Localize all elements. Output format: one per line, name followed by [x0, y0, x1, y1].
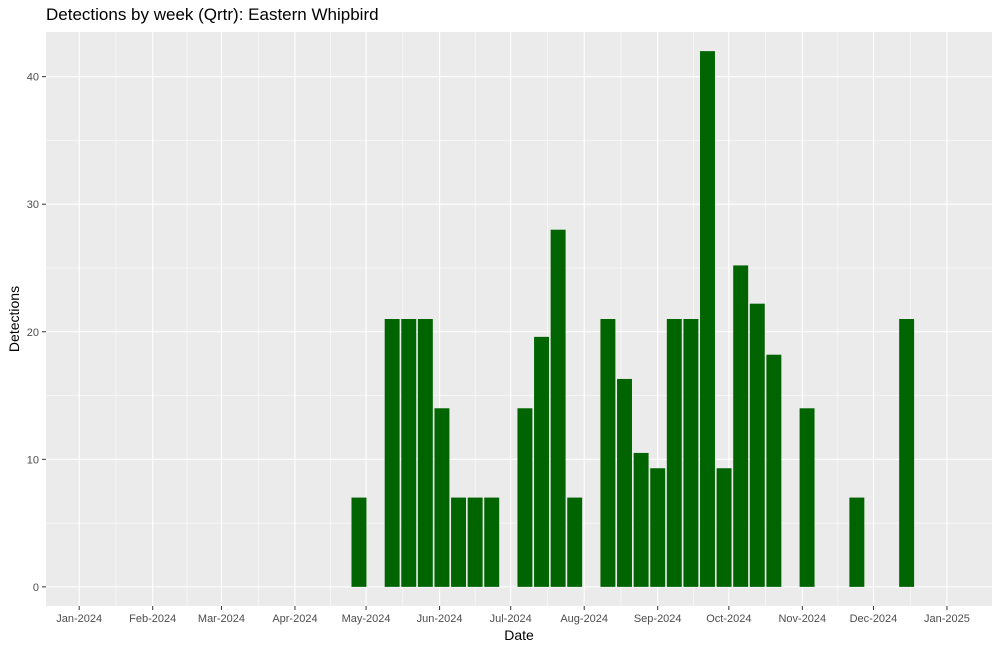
bar: [716, 468, 732, 587]
bar: [451, 497, 467, 587]
y-tick-label: 30: [27, 199, 39, 211]
bar: [617, 378, 632, 587]
bar: [899, 319, 915, 587]
bar: [733, 265, 749, 587]
bar: [650, 468, 666, 587]
x-tick-label: Jul-2024: [490, 613, 532, 625]
y-tick-label: 40: [27, 72, 39, 84]
bar: [633, 452, 649, 587]
x-tick-label: May-2024: [342, 613, 391, 625]
x-tick-label: Feb-2024: [129, 613, 176, 625]
y-tick-label: 20: [27, 327, 39, 339]
bar: [484, 497, 500, 587]
x-tick-label: Apr-2024: [272, 613, 317, 625]
bar: [467, 497, 483, 587]
bars-group: [351, 51, 915, 587]
x-tick-label: Sep-2024: [634, 613, 682, 625]
bar: [683, 319, 699, 587]
bar: [517, 408, 533, 587]
x-tick-label: Oct-2024: [706, 613, 751, 625]
bar: [534, 336, 549, 587]
x-tick-label: Mar-2024: [198, 613, 245, 625]
bar: [550, 229, 566, 587]
chart-title: Detections by week (Qrtr): Eastern Whipb…: [46, 5, 379, 24]
y-tick-label: 0: [33, 582, 39, 594]
bar: [799, 408, 815, 587]
y-axis: 0 10 20 30 40: [27, 72, 46, 594]
bar: [849, 497, 865, 587]
x-axis-title: Date: [504, 627, 534, 643]
bar: [417, 319, 433, 587]
bar: [401, 319, 417, 587]
bar: [666, 319, 682, 587]
x-tick-label: Jan-2024: [56, 613, 102, 625]
bar: [384, 319, 400, 587]
bar: [351, 497, 367, 587]
x-tick-label: Jun-2024: [417, 613, 463, 625]
bar: [766, 354, 782, 587]
y-tick-label: 10: [27, 454, 39, 466]
y-axis-title: Detections: [6, 286, 22, 352]
x-tick-label: Jan-2025: [924, 613, 970, 625]
x-axis: Jan-2024 Feb-2024 Mar-2024 Apr-2024 May-2024…: [56, 606, 970, 625]
x-tick-label: Dec-2024: [850, 613, 898, 625]
x-tick-label: Aug-2024: [560, 613, 608, 625]
bar: [700, 51, 715, 587]
bar: [567, 497, 583, 587]
x-tick-label: Nov-2024: [778, 613, 826, 625]
bar: [434, 408, 450, 587]
bar: [600, 319, 616, 587]
bar: [749, 303, 765, 587]
